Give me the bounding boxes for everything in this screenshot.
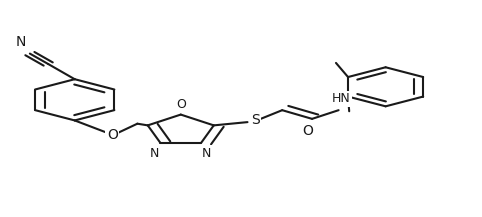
- Text: HN: HN: [332, 92, 350, 105]
- Text: O: O: [176, 98, 186, 111]
- Text: O: O: [302, 124, 313, 138]
- Text: S: S: [251, 113, 260, 127]
- Text: O: O: [107, 128, 118, 141]
- Text: N: N: [16, 35, 27, 49]
- Text: N: N: [202, 147, 212, 160]
- Text: N: N: [150, 147, 159, 160]
